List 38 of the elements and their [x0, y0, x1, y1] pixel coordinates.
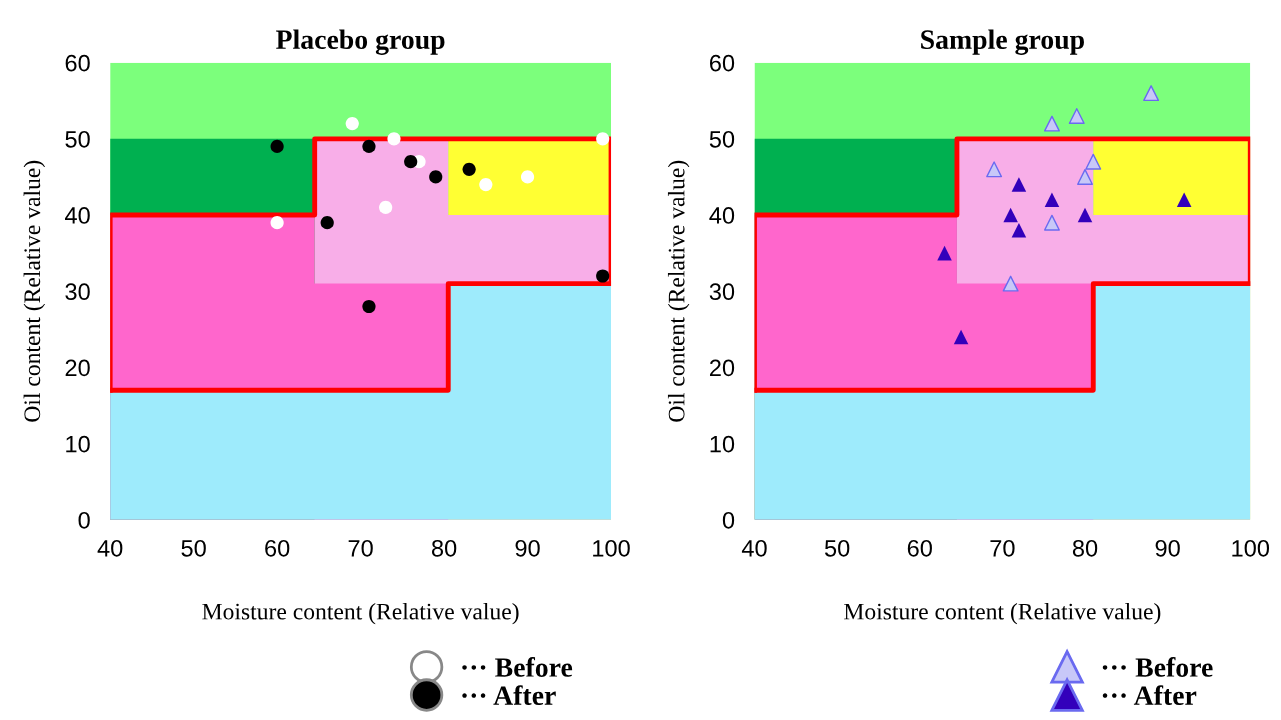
x-tick-label: 60 — [265, 539, 290, 557]
y-tick-label: 60 — [710, 54, 735, 72]
legend-label: ··· Before — [1102, 657, 1213, 677]
y-tick-label: 10 — [710, 435, 735, 453]
y-axis-title: Oil content (Relative value) — [667, 160, 690, 422]
x-tick-label: 60 — [907, 539, 932, 557]
x-tick-label: 90 — [515, 539, 540, 557]
y-tick-label: 40 — [709, 207, 735, 224]
y-tick-label: 0 — [722, 511, 735, 529]
y-tick-label: 50 — [65, 130, 90, 148]
legend-label: ··· After — [462, 685, 556, 706]
y-tick-label: 0 — [78, 511, 90, 529]
y-tick-label: 40 — [65, 207, 90, 224]
x-tick-label: 70 — [990, 539, 1015, 557]
y-tick-label: 30 — [65, 283, 90, 301]
x-tick-label: 50 — [824, 539, 850, 557]
x-tick-label: 80 — [431, 539, 457, 557]
x-tick-label: 90 — [1155, 539, 1180, 557]
y-tick-label: 30 — [709, 283, 735, 301]
y-axis-title: Oil content (Relative value) — [23, 160, 46, 422]
legend-label: ··· After — [1102, 685, 1197, 706]
x-tick-label: 50 — [181, 539, 206, 557]
y-tick-label: 50 — [709, 130, 735, 148]
y-tick-label: 60 — [65, 54, 90, 72]
chart-title: Placebo group — [276, 29, 445, 55]
x-tick-label: 40 — [741, 539, 767, 557]
x-axis-title: Moisture content (Relative value) — [202, 602, 519, 625]
chart-title: Sample group — [921, 29, 1084, 55]
y-tick-label: 20 — [709, 359, 735, 377]
x-tick-label: 100 — [1232, 539, 1270, 557]
x-tick-label: 80 — [1072, 539, 1098, 557]
x-tick-label: 100 — [593, 539, 630, 557]
legend-label: ··· Before — [462, 657, 573, 677]
x-axis-title: Moisture content (Relative value) — [844, 602, 1161, 625]
x-tick-label: 70 — [348, 539, 373, 557]
y-tick-label: 20 — [65, 359, 90, 377]
y-tick-label: 10 — [66, 435, 90, 453]
x-tick-label: 40 — [97, 539, 123, 557]
